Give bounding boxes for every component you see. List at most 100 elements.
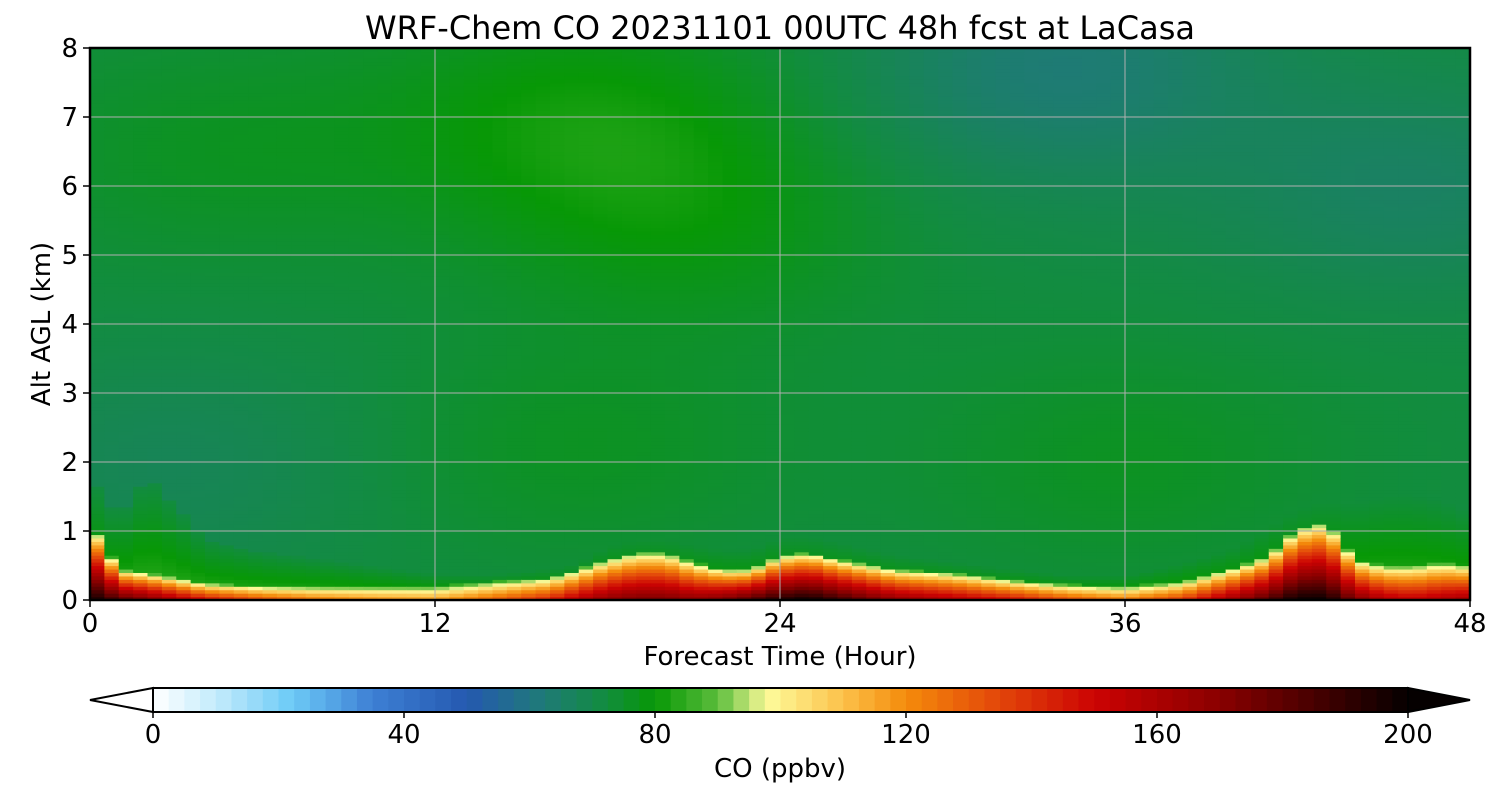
contour-cell: [104, 551, 120, 556]
contour-cell: [478, 551, 494, 556]
contour-cell: [276, 282, 292, 287]
contour-cell: [305, 493, 321, 498]
contour-cell: [305, 127, 321, 132]
contour-cell: [521, 206, 537, 211]
contour-cell: [233, 417, 249, 422]
contour-cell: [478, 206, 494, 211]
contour-cell: [521, 51, 537, 56]
contour-cell: [104, 393, 120, 398]
contour-cell: [420, 48, 436, 53]
contour-cell: [449, 230, 465, 235]
contour-cell: [435, 151, 450, 156]
contour-cell: [305, 161, 321, 166]
contour-cell: [377, 406, 393, 411]
contour-cell: [291, 465, 307, 470]
contour-cell: [190, 337, 206, 342]
contour-cell: [161, 386, 177, 391]
contour-cell: [463, 72, 479, 77]
contour-cell: [463, 558, 479, 563]
contour-cell: [118, 582, 134, 587]
contour-cell: [219, 389, 235, 394]
contour-cell: [435, 348, 450, 353]
contour-cell: [118, 82, 134, 87]
contour-cell: [205, 234, 220, 239]
contour-cell: [161, 410, 177, 415]
contour-cell: [161, 161, 177, 166]
contour-cell: [463, 393, 479, 398]
contour-cell: [248, 458, 264, 463]
contour-cell: [305, 334, 321, 339]
contour-cell: [219, 210, 235, 215]
contour-cell: [363, 61, 379, 66]
contour-cell: [363, 258, 379, 263]
contour-cell: [205, 510, 220, 515]
contour-cell: [133, 48, 149, 53]
contour-cell: [147, 417, 163, 422]
contour-cell: [233, 51, 249, 56]
contour-cell: [276, 54, 292, 59]
contour-cell: [377, 403, 393, 408]
contour-cell: [118, 79, 134, 84]
contour-cell: [478, 351, 494, 356]
contour-cell: [435, 137, 450, 142]
contour-cell: [276, 465, 292, 470]
contour-cell: [406, 213, 422, 218]
contour-cell: [449, 586, 465, 591]
contour-cell: [190, 499, 206, 504]
contour-cell: [291, 586, 307, 591]
contour-cell: [463, 344, 479, 349]
contour-cell: [291, 82, 307, 87]
contour-cell: [492, 223, 508, 228]
contour-cell: [305, 68, 321, 73]
contour-cell: [334, 182, 350, 187]
contour-cell: [190, 79, 206, 84]
contour-cell: [205, 334, 220, 339]
contour-cell: [291, 365, 307, 370]
contour-cell: [262, 282, 278, 287]
contour-cell: [118, 110, 134, 115]
contour-cell: [449, 141, 465, 146]
contour-cell: [406, 417, 422, 422]
contour-cell: [161, 158, 177, 163]
contour-cell: [305, 451, 321, 456]
contour-cell: [147, 382, 163, 387]
contour-cell: [90, 268, 105, 273]
contour-cell: [176, 82, 192, 87]
contour-cell: [161, 555, 177, 560]
contour-cell: [233, 403, 249, 408]
contour-cell: [291, 531, 307, 536]
contour-cell: [291, 551, 307, 556]
contour-cell: [262, 434, 278, 439]
contour-cell: [334, 393, 350, 398]
contour-cell: [248, 168, 264, 173]
contour-cell: [406, 258, 422, 263]
contour-cell: [377, 524, 393, 529]
contour-cell: [492, 103, 508, 108]
contour-cell: [506, 172, 522, 177]
contour-cell: [90, 158, 105, 163]
contour-cell: [420, 589, 436, 594]
contour-cell: [334, 448, 350, 453]
contour-cell: [305, 427, 321, 432]
contour-cell: [334, 258, 350, 263]
contour-cell: [104, 85, 120, 90]
contour-cell: [276, 223, 292, 228]
contour-cell: [435, 172, 450, 177]
contour-cell: [506, 465, 522, 470]
contour-cell: [248, 161, 264, 166]
contour-cell: [147, 482, 163, 487]
contour-cell: [219, 330, 235, 335]
contour-cell: [262, 334, 278, 339]
contour-cell: [176, 134, 192, 139]
contour-cell: [521, 289, 537, 294]
contour-cell: [420, 110, 436, 115]
contour-cell: [161, 455, 177, 460]
contour-cell: [133, 493, 149, 498]
contour-cell: [176, 465, 192, 470]
contour-cell: [147, 320, 163, 325]
contour-cell: [492, 234, 508, 239]
contour-cell: [104, 465, 120, 470]
contour-cell: [262, 158, 278, 163]
contour-cell: [104, 79, 120, 84]
contour-cell: [435, 327, 450, 332]
